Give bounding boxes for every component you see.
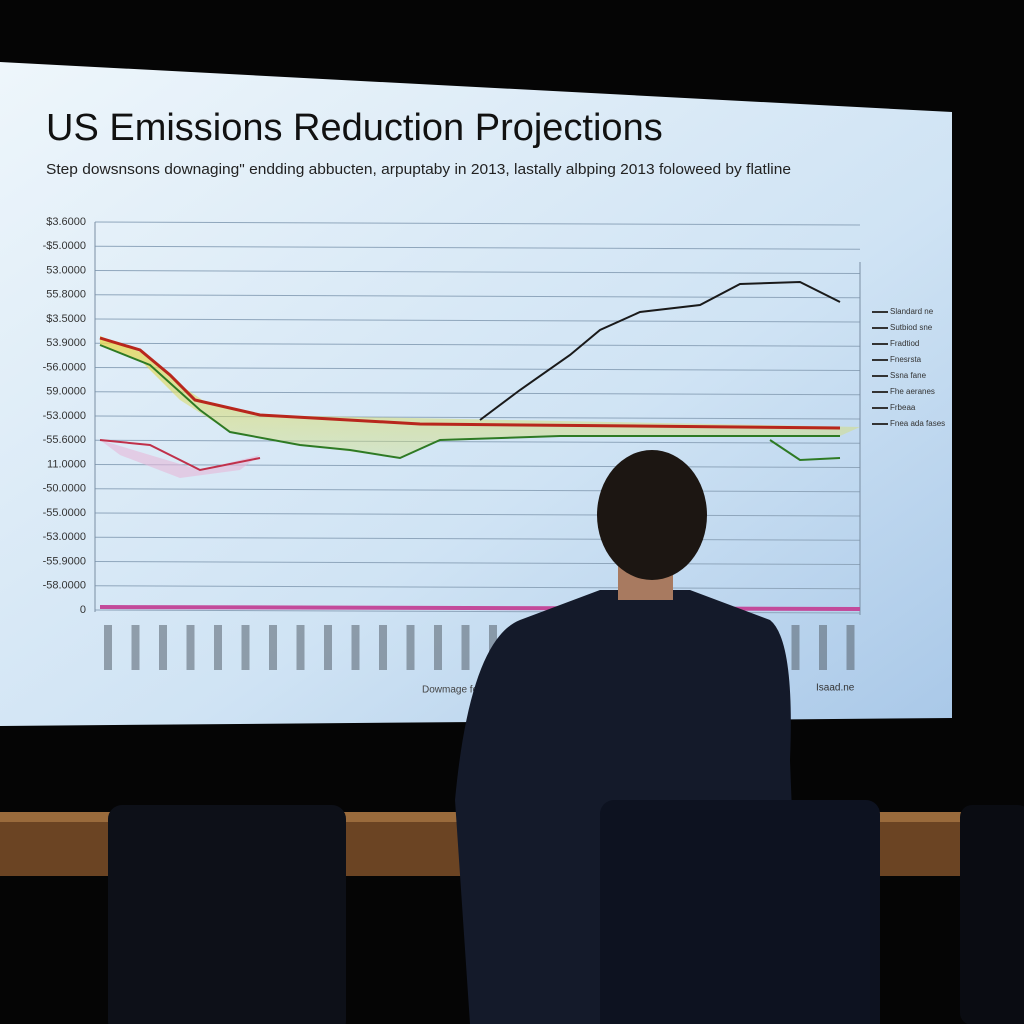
y-tick-label: -58.0000 (43, 580, 86, 592)
x-tick-scribble (214, 625, 222, 670)
y-tick-label: -53.0000 (43, 410, 86, 422)
x-tick-scribble (269, 625, 277, 670)
x-tick-scribble (846, 625, 855, 670)
x-tick-scribble (131, 625, 140, 670)
y-tick-label: 53.0000 (46, 264, 86, 276)
legend-label: Fhe aeranes (890, 387, 935, 396)
grid-line (94, 294, 861, 299)
y-tick-label: 55.8000 (46, 289, 86, 301)
y-tick-label: 53.9000 (46, 337, 86, 349)
legend-label: Sutbiod sne (890, 323, 933, 332)
grid-line (94, 367, 861, 371)
x-axis-title: Dowmage for Fas (422, 685, 501, 696)
y-tick-label: -$5.0000 (43, 240, 86, 252)
grid-line (94, 512, 861, 517)
grid-line (94, 585, 861, 590)
green-line (99, 344, 840, 460)
y-tick-label: -55.6000 (43, 434, 86, 446)
grid-line (94, 245, 861, 250)
grid-line (94, 342, 861, 347)
x-tick-scribble (379, 625, 387, 670)
x-tick-scribble (296, 625, 305, 670)
x-tick-scribble (819, 625, 827, 670)
x-tick-scribble (241, 625, 250, 670)
grid-line (94, 221, 861, 226)
x-tick-scribble (434, 625, 442, 670)
x-axis-note: Isaad.ne (816, 683, 855, 694)
y-tick-label: -56.0000 (43, 361, 86, 373)
y-tick-label: $3.6000 (46, 216, 86, 228)
red-line (99, 336, 841, 430)
x-tick-scribble (791, 625, 800, 670)
x-tick-scribble (324, 625, 332, 670)
legend-label: Frbeaa (890, 403, 916, 412)
x-tick-scribble (461, 625, 470, 670)
y-tick-label: -53.0000 (43, 531, 86, 543)
x-tick-scribble (406, 625, 415, 670)
legend-label: Ssna fane (890, 371, 927, 380)
grid-line (94, 439, 861, 444)
x-tick-scribble (351, 625, 360, 670)
black-line (479, 280, 841, 421)
grid-line (94, 318, 861, 323)
chair (600, 800, 880, 1024)
y-tick-label: -55.9000 (43, 555, 86, 567)
legend-label: Fnesrsta (890, 355, 922, 364)
green-line-tail (769, 439, 841, 462)
pink-line (99, 439, 261, 472)
chair (108, 805, 346, 1024)
legend-label: Slandard ne (890, 307, 934, 316)
subtitle: Step dowsnsons downaging" endding abbuct… (46, 161, 791, 178)
baseline (99, 605, 861, 611)
grid-line (94, 391, 861, 396)
grid-line (94, 536, 861, 541)
y-tick-label: -50.0000 (43, 483, 86, 495)
y-tick-label: $3.5000 (46, 313, 86, 325)
screen (0, 62, 952, 726)
legend-label: Fnea ada fases (890, 419, 945, 428)
grid-line (94, 270, 861, 274)
pink-area (100, 440, 260, 478)
person-head (597, 450, 707, 580)
grid-line (94, 488, 861, 493)
chair (960, 805, 1024, 1024)
grid-line (94, 561, 861, 565)
x-tick-scribble (186, 625, 195, 670)
legend-label: Fradtiod (890, 339, 919, 348)
x-tick-scribble (104, 625, 112, 670)
x-tick-scribble (159, 625, 167, 670)
title: US Emissions Reduction Projections (46, 107, 663, 149)
y-tick-label: 11.0000 (47, 458, 86, 470)
y-tick-label: 0 (80, 604, 86, 616)
y-tick-label: 59.0000 (46, 386, 86, 398)
y-tick-label: -55.0000 (43, 507, 86, 519)
